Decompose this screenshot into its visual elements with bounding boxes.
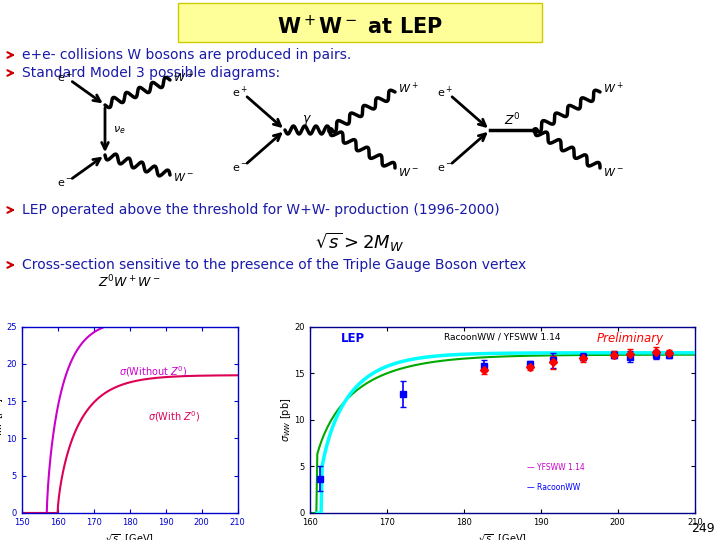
Text: $\gamma$: $\gamma$ [302,113,312,127]
Text: 249: 249 [691,522,715,535]
Y-axis label: $\sigma_{WW}$ [pb]: $\sigma_{WW}$ [pb] [279,397,293,442]
Text: $Z^0W^+W^-$: $Z^0W^+W^-$ [99,274,161,291]
Text: e+e- collisions W bosons are produced in pairs.: e+e- collisions W bosons are produced in… [22,48,351,62]
X-axis label: $\sqrt{s}$  [GeV]: $\sqrt{s}$ [GeV] [477,532,527,540]
Text: e$^-$: e$^-$ [437,163,453,173]
Text: $Z^0$: $Z^0$ [504,112,521,129]
Text: $W^-$: $W^-$ [603,166,624,178]
Text: Cross-section sensitive to the presence of the Triple Gauge Boson vertex: Cross-section sensitive to the presence … [22,258,526,272]
Text: W$^+$W$^-$ at LEP: W$^+$W$^-$ at LEP [277,15,443,38]
Text: LEP operated above the threshold for W+W- production (1996-2000): LEP operated above the threshold for W+W… [22,203,500,217]
Text: $\nu_e$: $\nu_e$ [113,124,125,136]
Text: $W^-$: $W^-$ [173,171,194,183]
Text: e$^+$: e$^+$ [57,69,73,85]
Text: $W^+$: $W^+$ [173,69,194,85]
Text: $W^+$: $W^+$ [603,80,624,96]
Text: Preliminary: Preliminary [597,332,664,345]
X-axis label: $\sqrt{s}$  [GeV]: $\sqrt{s}$ [GeV] [105,532,154,540]
Text: RacoonWW / YFSWW 1.14: RacoonWW / YFSWW 1.14 [444,332,560,341]
Text: $\sqrt{s} > 2M_W$: $\sqrt{s} > 2M_W$ [315,231,405,254]
Text: $\sigma$(Without $Z^0$): $\sigma$(Without $Z^0$) [119,364,187,379]
Text: $W^+$: $W^+$ [398,80,419,96]
Text: e$^+$: e$^+$ [232,84,248,100]
Text: e$^-$: e$^-$ [57,178,73,188]
Text: Standard Model 3 possible diagrams:: Standard Model 3 possible diagrams: [22,66,280,80]
Y-axis label: $\sigma_{WW}$ [pb]: $\sigma_{WW}$ [pb] [0,397,5,442]
Text: e$^-$: e$^-$ [232,163,248,173]
Text: LEP: LEP [341,332,364,345]
Text: e$^+$: e$^+$ [437,84,453,100]
FancyBboxPatch shape [178,3,542,42]
Text: $\sigma$(With $Z^0$): $\sigma$(With $Z^0$) [148,409,200,423]
Text: $W^-$: $W^-$ [398,166,419,178]
